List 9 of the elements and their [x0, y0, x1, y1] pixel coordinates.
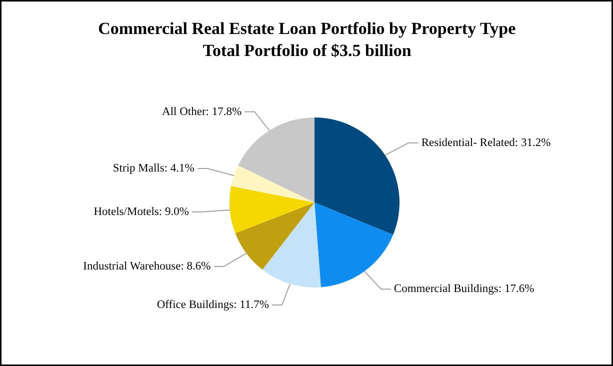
slice-label: Residential- Related: 31.2% [421, 136, 552, 149]
slice-label: All Other: 17.8% [162, 106, 242, 118]
slice-label: Office Buildings: 11.7% [156, 298, 270, 311]
slice-label: Industrial Warehouse: 8.6% [83, 260, 212, 272]
slice-label: Commercial Buildings: 17.6% [394, 283, 535, 296]
slice-label: Hotels/Motels: 9.0% [94, 206, 190, 218]
chart-subtitle: Total Portfolio of $3.5 billion [202, 41, 412, 60]
slice-label: Strip Malls: 4.1% [112, 162, 195, 174]
chart-title: Commercial Real Estate Loan Portfolio by Property Type [98, 19, 516, 38]
